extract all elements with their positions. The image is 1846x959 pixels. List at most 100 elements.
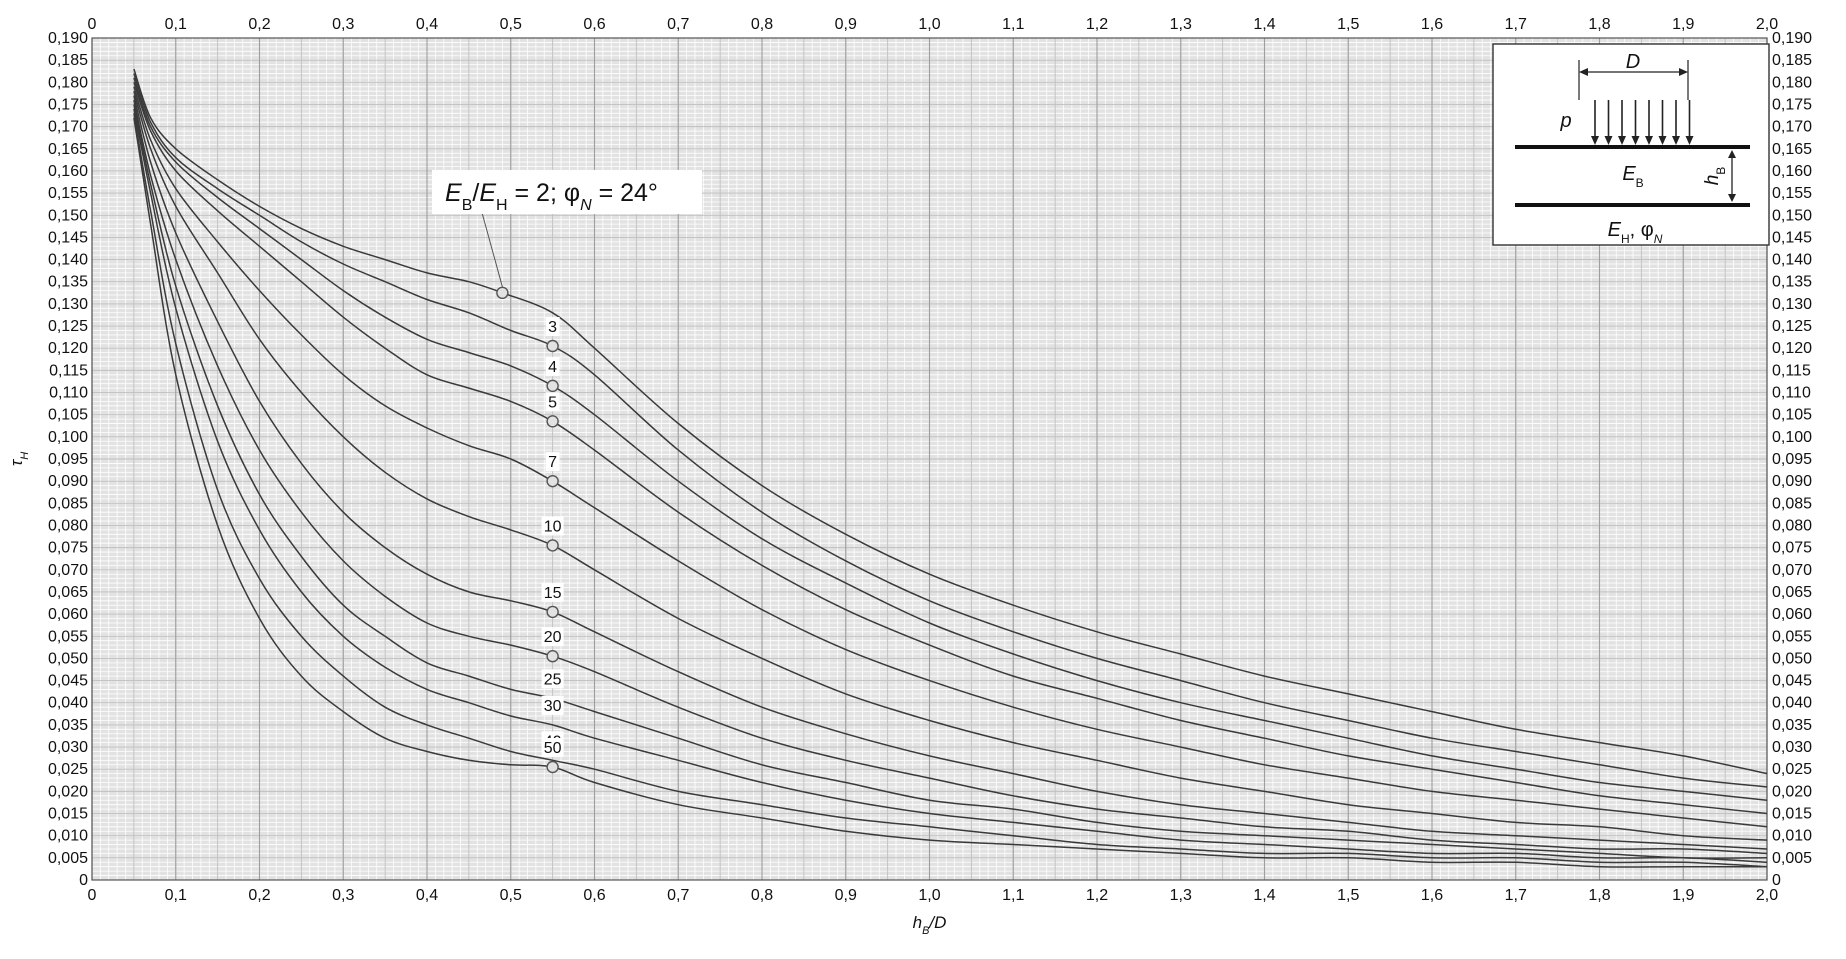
series-label-10: 10 [544, 518, 562, 535]
y-tick-label-right: 0,105 [1772, 407, 1812, 424]
inset-load-arrowhead [1645, 136, 1653, 145]
x-tick-label-top: 0,9 [835, 16, 857, 33]
series-label-20: 20 [544, 629, 562, 646]
series-marker-3 [546, 339, 559, 353]
inset-h-arrow-bottom [1728, 194, 1736, 202]
y-tick-label-left: 0,070 [48, 562, 88, 579]
y-tick-label-left: 0,045 [48, 673, 88, 690]
inset-h-arrow-top [1728, 150, 1736, 158]
series-line-7 [133, 86, 1768, 828]
y-tick-label-left: 0 [79, 872, 88, 889]
y-tick-label-left: 0,005 [48, 850, 88, 867]
y-tick-label-right: 0,065 [1772, 584, 1812, 601]
x-tick-label-bottom: 1,7 [1505, 887, 1527, 904]
x-tick-label-top: 1,0 [918, 16, 940, 33]
y-tick-label-left: 0,130 [48, 296, 88, 313]
y-tick-label-left: 0,075 [48, 540, 88, 557]
series-line-50 [133, 117, 1767, 868]
y-tick-label-left: 0,180 [48, 74, 88, 91]
x-tick-label-bottom: 1,2 [1086, 887, 1108, 904]
x-tick-label-top: 1,1 [1002, 16, 1024, 33]
y-tick-label-right: 0,015 [1772, 806, 1812, 823]
y-tick-label-right: 0,070 [1772, 562, 1812, 579]
y-tick-label-left: 0,125 [48, 318, 88, 335]
x-tick-label-bottom: 1,8 [1588, 887, 1610, 904]
x-tick-label-top: 1,6 [1421, 16, 1443, 33]
y-tick-label-right: 0,165 [1772, 141, 1812, 158]
x-tick-label-top: 1,8 [1588, 16, 1610, 33]
x-tick-label-bottom: 1,3 [1170, 887, 1192, 904]
plot-frame [91, 37, 1768, 881]
inset-load-arrowhead [1618, 136, 1626, 145]
y-tick-label-right: 0,045 [1772, 673, 1812, 690]
series-label-3: 3 [548, 319, 557, 336]
series-label-bg-10 [541, 516, 564, 536]
x-tick-label-top: 1,3 [1170, 16, 1192, 33]
series-marker-20 [546, 650, 559, 663]
inset-box [1492, 43, 1770, 246]
x-tick-label-bottom: 1,0 [918, 887, 940, 904]
y-tick-label-left: 0,090 [48, 473, 88, 490]
y-tick-label-left: 0,135 [48, 274, 88, 291]
y-tick-label-left: 0,110 [49, 385, 88, 402]
series-marker-5 [546, 415, 559, 428]
y-tick-label-right: 0,095 [1772, 451, 1812, 468]
annotation-text: EB/EH = 2; φN = 24° [445, 179, 658, 214]
y-tick-label-left: 0,020 [48, 783, 88, 800]
y-tick-label-right: 0,110 [1772, 385, 1811, 402]
y-tick-label-right: 0,185 [1772, 52, 1812, 69]
inset-load-arrowhead [1672, 136, 1680, 145]
x-tick-label-bottom: 1,9 [1672, 887, 1694, 904]
x-tick-label-top: 1,4 [1253, 16, 1275, 33]
y-tick-label-right: 0,130 [1772, 296, 1812, 313]
inset-label-lower-modulus: EH, φN [1608, 219, 1663, 246]
x-tick-label-bottom: 0,6 [583, 887, 605, 904]
series-line-20 [133, 99, 1768, 855]
y-tick-label-left: 0,055 [48, 628, 88, 645]
y-tick-label-left: 0,150 [48, 207, 88, 224]
inset-label-p: p [1559, 110, 1571, 132]
inset-load-arrowhead [1604, 136, 1613, 145]
y-tick-label-right: 0,150 [1772, 207, 1812, 224]
series-marker-50 [546, 760, 559, 774]
series-label-bg-20 [541, 627, 564, 647]
series-label-bg-3 [545, 316, 560, 336]
x-tick-label-top: 1,2 [1086, 16, 1108, 33]
y-tick-label-right: 0,060 [1772, 606, 1812, 623]
y-tick-label-left: 0,165 [48, 141, 88, 158]
y-tick-label-right: 0,160 [1772, 163, 1812, 180]
inset-load-arrowhead [1685, 136, 1694, 145]
y-tick-label-left: 0,010 [48, 828, 88, 845]
series-line-25 [133, 104, 1768, 859]
y-tick-label-right: 0,050 [1772, 650, 1812, 667]
y-tick-label-right: 0,190 [1772, 30, 1812, 47]
x-tick-label-bottom: 0,4 [416, 887, 438, 904]
series-label-bg-15 [541, 582, 564, 602]
inset-label-upper-modulus: EB [1622, 163, 1643, 190]
x-tick-label-bottom: 0,5 [500, 887, 522, 904]
x-tick-label-bottom: 0 [88, 887, 97, 904]
y-tick-label-right: 0,120 [1772, 340, 1812, 357]
x-tick-label-top: 1,9 [1672, 16, 1694, 33]
series-marker-15 [546, 605, 559, 619]
y-tick-label-left: 0,160 [48, 163, 88, 180]
x-tick-label-top: 1,5 [1337, 16, 1359, 33]
x-tick-label-top: 0,1 [165, 16, 187, 33]
y-tick-label-left: 0,015 [48, 806, 88, 823]
inset-dim-arrow-left [1579, 68, 1588, 76]
y-tick-label-right: 0,140 [1772, 252, 1812, 269]
y-tick-label-left: 0,190 [48, 30, 88, 47]
y-tick-label-left: 0,025 [48, 761, 88, 778]
y-tick-label-right: 0 [1772, 872, 1781, 889]
y-tick-label-right: 0,040 [1772, 695, 1812, 712]
series-label-bg-4 [545, 356, 560, 376]
y-tick-label-right: 0,125 [1772, 318, 1812, 335]
annotation-bg [432, 170, 702, 214]
series-label-25: 25 [544, 671, 562, 688]
y-tick-label-right: 0,080 [1772, 517, 1812, 534]
y-tick-label-right: 0,155 [1772, 185, 1812, 202]
x-tick-label-top: 0 [88, 16, 97, 33]
y-tick-label-right: 0,055 [1772, 628, 1812, 645]
y-tick-label-left: 0,060 [48, 606, 88, 623]
series-label-30: 30 [544, 698, 562, 715]
